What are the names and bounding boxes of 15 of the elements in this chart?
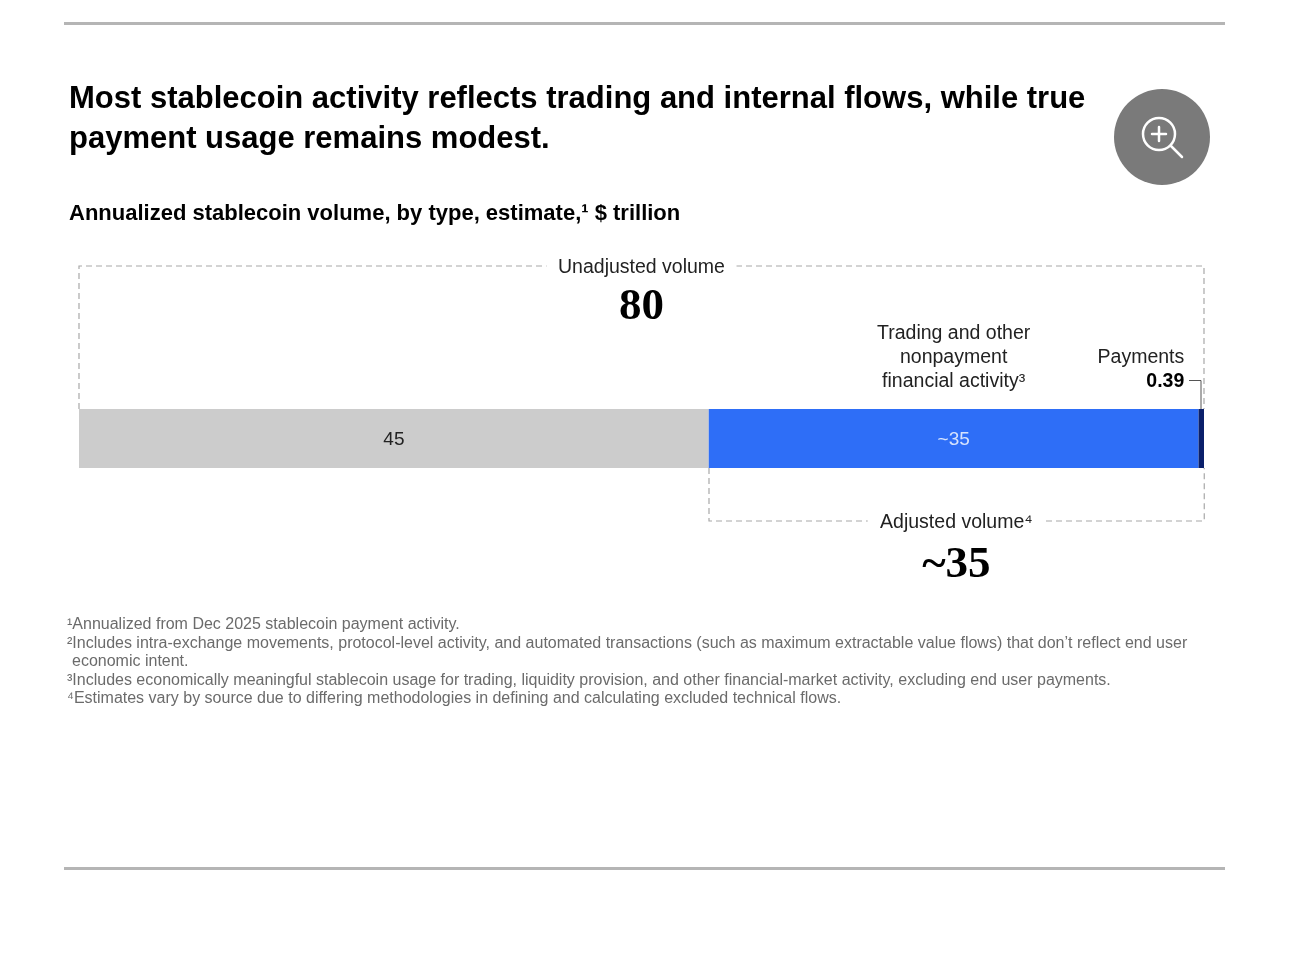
- text: ~35: [922, 536, 991, 588]
- text: ²Includes intra-exchange movements, protocol-level activity, and automated transactions (such as maximum extractable value flows) that don’t reflect end user economic intent.: [67, 633, 1189, 671]
- data-label: 45: [383, 428, 405, 449]
- text: ³Includes economically meaningful stablecoin usage for trading, liquidity provision, and other financial-market activity, excluding end user payments.: [67, 670, 1112, 690]
- text: Payments: [1097, 344, 1185, 368]
- series-label: Trading and other nonpayment financial activity³: [876, 320, 1032, 392]
- text: ⁴Estimates vary by source due to differing methodologies in defining and calculating excluded technical flows.: [67, 689, 843, 708]
- text: Adjusted volume⁴: [868, 509, 1045, 533]
- chart-title: Most stablecoin activity reflects trading and internal flows, while true payment usage remains modest.: [69, 79, 1087, 157]
- text: ¹Annualized from Dec 2025 stablecoin payment activity.: [67, 615, 461, 634]
- data-label: 0.39: [1145, 368, 1185, 392]
- text: Unadjusted volume: [546, 254, 737, 278]
- chart-subtitle: Annualized stablecoin volume, by type, estimate,¹ $ trillion: [69, 199, 682, 227]
- text: 80: [619, 278, 664, 330]
- data-label: ~35: [937, 428, 970, 449]
